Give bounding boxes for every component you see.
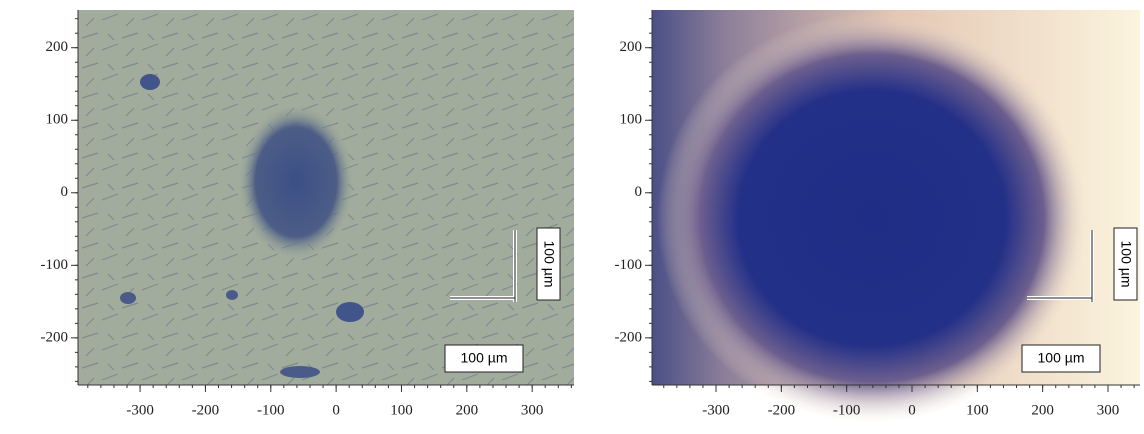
x-tick-label: -100 (833, 402, 861, 418)
x-tick-label: 300 (521, 402, 544, 418)
scale-bar-label: 100 µm (1038, 350, 1085, 366)
y-tick-label: 100 (46, 112, 69, 128)
y-tick-label: 0 (61, 184, 69, 200)
y-tick-label: 200 (46, 39, 69, 55)
x-tick-label: -300 (702, 402, 730, 418)
x-tick-label: 100 (966, 402, 989, 418)
y-tick-label: 0 (635, 184, 643, 200)
y-tick-label: -100 (615, 257, 643, 273)
x-tick-label: 100 (390, 402, 413, 418)
x-tick-label: 0 (332, 402, 340, 418)
scale-bar-vertical-label: 100 µm (541, 241, 557, 288)
x-tick-label: 200 (1031, 402, 1054, 418)
scale-bar-vertical-label: 100 µm (1118, 241, 1134, 288)
x-tick-label: -200 (768, 402, 796, 418)
x-tick-label: 0 (908, 402, 916, 418)
x-tick-label: 300 (1097, 402, 1120, 418)
x-tick-label: 200 (456, 402, 479, 418)
x-tick-label: -100 (257, 402, 285, 418)
x-tick-label: -300 (126, 402, 154, 418)
micrograph-left (78, 10, 574, 385)
y-tick-label: -200 (615, 329, 643, 345)
y-tick-label: 200 (620, 39, 643, 55)
y-tick-label: 100 (620, 112, 643, 128)
x-tick-label: -200 (192, 402, 220, 418)
y-tick-label: -100 (41, 257, 69, 273)
y-tick-label: -200 (41, 329, 69, 345)
scale-bar-label: 100 µm (461, 350, 508, 366)
figure: -300 -200 -100 0 100 200 300 200 100 0 -100 -200 100… (0, 0, 1144, 434)
